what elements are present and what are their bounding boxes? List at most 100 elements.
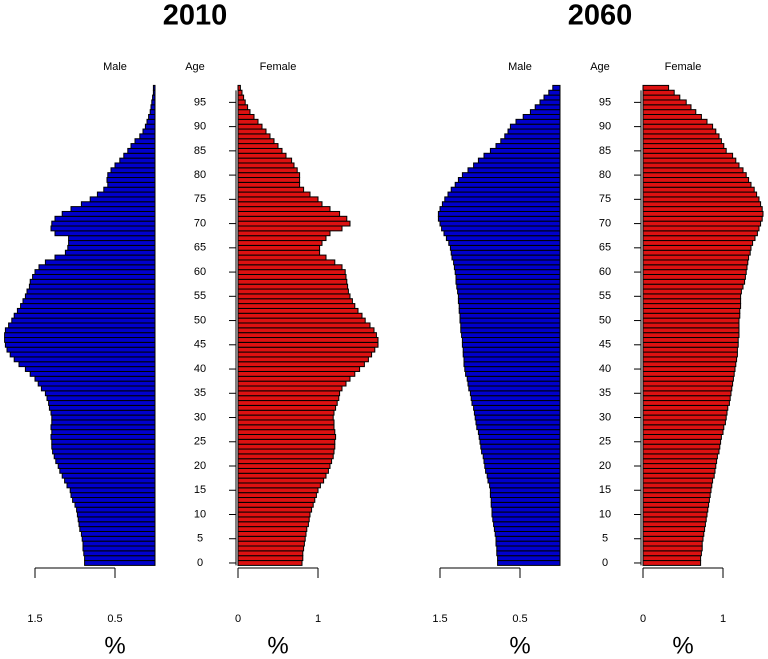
bar: [462, 346, 561, 353]
bar: [237, 385, 343, 392]
bar: [509, 123, 561, 130]
bar: [642, 113, 702, 120]
bar: [642, 104, 692, 111]
bar: [642, 89, 675, 96]
bar: [507, 128, 561, 135]
bar: [496, 545, 561, 552]
bar: [465, 370, 561, 377]
bar: [237, 118, 259, 125]
bar: [479, 438, 561, 445]
bar: [491, 511, 561, 518]
bar: [642, 433, 722, 440]
bar: [54, 215, 156, 222]
bar: [642, 273, 746, 280]
bar: [151, 99, 156, 106]
bar: [478, 433, 561, 440]
bar: [237, 303, 356, 309]
bar: [469, 390, 561, 397]
bar: [496, 550, 561, 557]
bar: [51, 419, 156, 426]
bar: [642, 264, 748, 271]
bar: [441, 225, 561, 232]
bar: [81, 535, 156, 542]
bar: [642, 254, 750, 261]
bar: [53, 453, 156, 460]
bar: [462, 351, 561, 358]
x-tick-label: 1.5: [432, 613, 447, 625]
bar: [486, 472, 561, 479]
bar: [34, 269, 156, 275]
y-tick-label: 50: [599, 314, 611, 326]
bar: [642, 463, 717, 469]
bar: [38, 264, 156, 271]
bar: [16, 307, 156, 314]
bar: [450, 186, 561, 193]
x-tick-label: 0: [640, 613, 646, 625]
bar: [55, 458, 156, 465]
bar: [237, 283, 349, 290]
x-tick-label: 0.5: [107, 613, 122, 625]
bar: [237, 249, 321, 256]
bar: [144, 123, 156, 130]
bar: [237, 380, 347, 387]
y-tick-label: 60: [194, 266, 206, 278]
bar: [642, 303, 742, 309]
bar: [150, 104, 156, 111]
bar: [466, 375, 561, 382]
bar: [76, 506, 156, 513]
bar: [480, 443, 561, 450]
bar: [642, 244, 752, 251]
bar: [454, 269, 561, 275]
bar: [4, 337, 156, 343]
age-label: Age: [590, 61, 610, 73]
bar: [642, 521, 706, 528]
bar: [460, 322, 561, 329]
bar: [539, 99, 561, 106]
bar: [51, 429, 156, 435]
bar: [82, 540, 156, 547]
y-tick-label: 95: [599, 96, 611, 108]
bar: [642, 307, 741, 314]
y-tick-label: 10: [194, 508, 206, 520]
bar: [642, 225, 760, 232]
bar: [4, 341, 156, 348]
bar: [237, 458, 333, 465]
legend-label: Female: [665, 61, 702, 73]
y-tick-label: 30: [194, 411, 206, 423]
bar: [642, 322, 740, 329]
bar: [642, 288, 742, 295]
bar: [67, 244, 156, 251]
bar: [642, 177, 750, 183]
y-tick-label: 30: [599, 411, 611, 423]
bar: [490, 501, 561, 508]
bar: [642, 419, 726, 426]
bar: [642, 438, 722, 445]
bar: [534, 104, 561, 111]
bar: [453, 264, 561, 271]
bar: [642, 167, 744, 174]
bar: [642, 157, 737, 164]
bar: [642, 366, 736, 372]
bar: [642, 453, 718, 460]
bar: [237, 244, 321, 251]
y-tick-label: 80: [194, 169, 206, 181]
bar: [66, 482, 156, 489]
bar: [642, 404, 729, 411]
bar: [64, 249, 156, 256]
y-tick-label: 10: [599, 508, 611, 520]
legend-label: Male: [103, 61, 127, 73]
y-tick-label: 25: [194, 436, 206, 448]
bar: [495, 535, 561, 542]
bar: [237, 138, 275, 145]
bar: [237, 419, 335, 426]
bar: [642, 162, 740, 169]
bar: [139, 133, 156, 140]
bar: [642, 409, 728, 416]
bar: [52, 448, 156, 455]
bar: [642, 351, 738, 358]
bar: [237, 240, 323, 246]
bar: [46, 395, 156, 402]
bar: [237, 157, 293, 164]
bar: [642, 535, 704, 542]
y-tick-label: 0: [197, 557, 203, 569]
